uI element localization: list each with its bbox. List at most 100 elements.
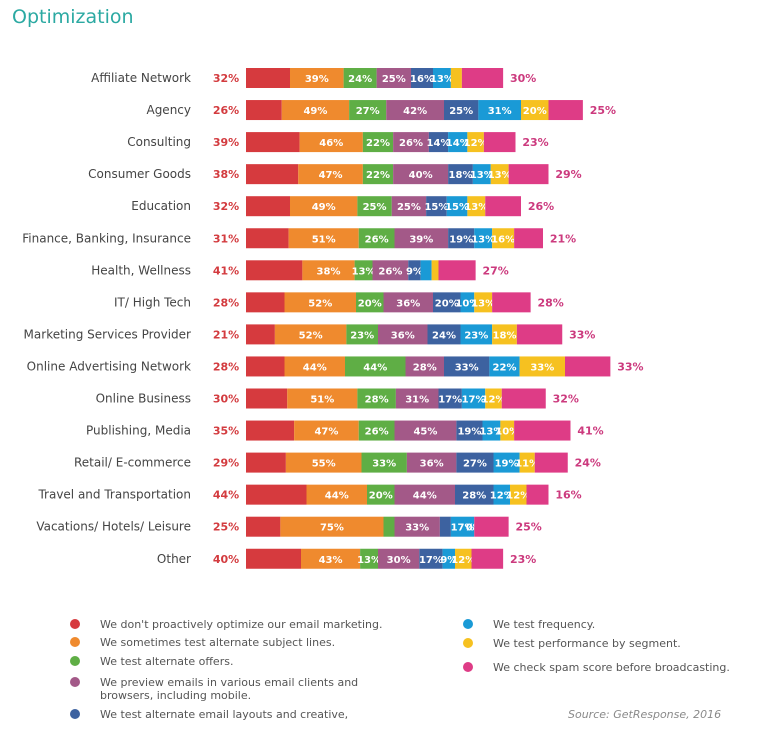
value-label: 45% xyxy=(413,427,437,438)
value-label: 49% xyxy=(303,106,327,117)
category-label: Marketing Services Provider xyxy=(24,327,192,341)
bar-segment xyxy=(444,100,479,121)
bar-segment xyxy=(391,196,427,217)
category-label: Consumer Goods xyxy=(88,167,191,181)
bar-segment xyxy=(394,228,449,249)
value-label: 25% xyxy=(363,202,387,213)
bar-segment xyxy=(444,356,490,377)
category-label: Online Business xyxy=(96,392,191,406)
value-label: 17% xyxy=(462,395,486,406)
bar-segment xyxy=(431,260,439,281)
value-label: 13% xyxy=(471,234,495,245)
bar-segment xyxy=(478,100,521,121)
bar-segment xyxy=(394,484,455,505)
bar-segment xyxy=(405,356,444,377)
value-label: 24% xyxy=(432,330,456,341)
value-label: 28% xyxy=(413,362,437,373)
value-label: 22% xyxy=(366,138,390,149)
bar-segment xyxy=(482,420,501,441)
bar-segment xyxy=(361,452,407,473)
bar-segment xyxy=(306,484,367,505)
legend-marker xyxy=(70,637,80,647)
value-label: 29% xyxy=(213,457,239,470)
bar-segment xyxy=(492,324,517,345)
value-label: 36% xyxy=(420,459,444,470)
bar-segment xyxy=(514,228,543,249)
category-label: Vacations/ Hotels/ Leisure xyxy=(36,520,191,534)
value-label: 10% xyxy=(455,298,479,309)
bar-segment xyxy=(372,260,409,281)
bar-segment xyxy=(460,324,493,345)
bar-segment xyxy=(510,484,527,505)
value-label: 15% xyxy=(424,202,448,213)
legend-label: We check spam score before broadcasting. xyxy=(493,661,730,674)
value-label: 32% xyxy=(213,72,239,85)
bar-segment xyxy=(246,420,295,441)
category-label: IT/ High Tech xyxy=(114,295,191,309)
value-label: 26% xyxy=(528,200,554,213)
bar-segment xyxy=(302,260,355,281)
bar-segment xyxy=(246,228,289,249)
value-label: 46% xyxy=(319,138,343,149)
bar-segment xyxy=(490,164,509,185)
bar-segment xyxy=(246,68,290,88)
value-label: 25% xyxy=(590,104,616,117)
bar-segment xyxy=(281,100,350,121)
legend-marker xyxy=(463,638,473,648)
bar-segment xyxy=(288,228,359,249)
value-label: 16% xyxy=(555,489,581,502)
bar-segment xyxy=(519,356,565,377)
bar-segment xyxy=(419,548,443,569)
value-label: 31% xyxy=(488,106,512,117)
value-label: 12% xyxy=(490,491,514,502)
value-label: 12% xyxy=(451,555,475,566)
bar-segment xyxy=(474,228,493,249)
value-label: 31% xyxy=(213,232,239,245)
value-label: 30% xyxy=(510,72,536,85)
value-label: 16% xyxy=(491,234,515,245)
bar-segment xyxy=(485,196,521,217)
bar-segment xyxy=(301,548,361,569)
bar-segment xyxy=(485,388,502,409)
category-label: Education xyxy=(131,199,191,213)
bar-segment xyxy=(426,196,447,217)
value-label: 23% xyxy=(350,330,374,341)
value-label: 44% xyxy=(303,362,327,373)
bar-segment xyxy=(246,324,275,345)
bar-segment xyxy=(534,452,568,473)
value-label: 26% xyxy=(365,234,389,245)
bar-segment xyxy=(483,132,516,153)
value-label: 23% xyxy=(510,553,536,566)
value-label: 38% xyxy=(213,168,239,181)
category-label: Consulting xyxy=(127,135,191,149)
value-label: 38% xyxy=(317,266,341,277)
value-label: 28% xyxy=(365,395,389,406)
value-label: 30% xyxy=(213,393,239,406)
bar-segment xyxy=(455,484,494,505)
bar-segment xyxy=(290,68,344,88)
bar-segment xyxy=(448,228,475,249)
bar-segment xyxy=(460,292,475,313)
value-label: 18% xyxy=(449,170,473,181)
value-label: 28% xyxy=(213,296,239,309)
bar-segment xyxy=(500,420,515,441)
value-label: 44% xyxy=(213,489,239,502)
bar-segment xyxy=(246,452,286,473)
category-label: Agency xyxy=(146,103,191,117)
value-label: 25% xyxy=(515,521,541,534)
bar-segment xyxy=(362,132,394,153)
bar-segment xyxy=(358,228,395,249)
value-label: 13% xyxy=(430,74,454,85)
value-label: 13% xyxy=(470,170,494,181)
value-label: 52% xyxy=(299,330,323,341)
bar-segment xyxy=(367,484,395,505)
bar-segment xyxy=(450,68,462,88)
value-label: 41% xyxy=(213,264,239,277)
bar-segment xyxy=(360,548,378,569)
legend-label: We don't proactively optimize our email … xyxy=(100,618,383,631)
bar-segment xyxy=(438,388,462,409)
bar-segment xyxy=(492,292,531,313)
bar-segment xyxy=(284,356,345,377)
value-label: 39% xyxy=(409,234,433,245)
value-label: 18% xyxy=(493,330,517,341)
